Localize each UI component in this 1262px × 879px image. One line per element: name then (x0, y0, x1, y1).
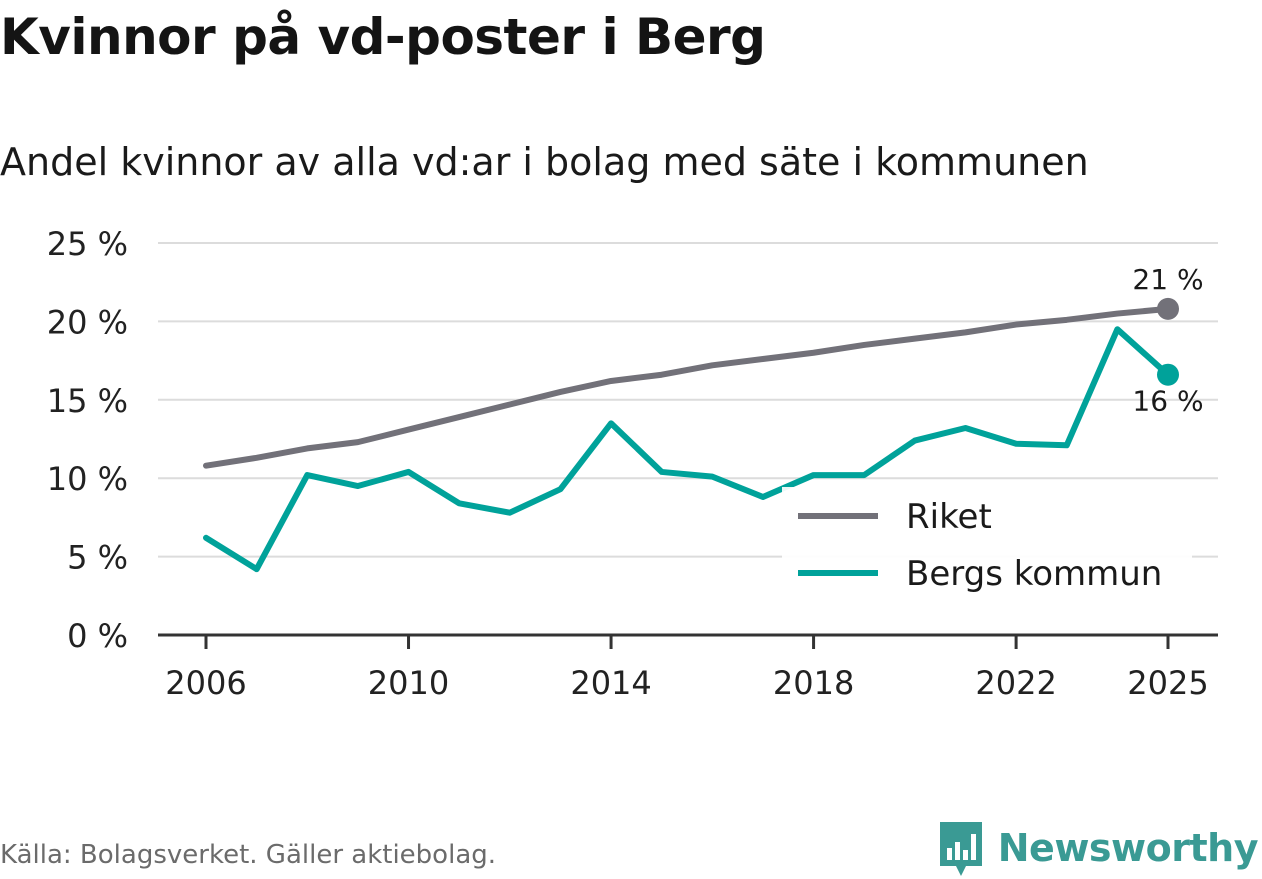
end-label-riket: 21 % (1132, 263, 1203, 296)
legend: Riket Bergs kommun (782, 487, 1192, 605)
series-line-bergs-kommun (203, 326, 1171, 573)
y-tick-label: 20 % (47, 303, 128, 341)
x-tick-label: 2018 (773, 664, 854, 702)
x-tick-label: 2006 (165, 664, 246, 702)
y-tick-label: 0 % (67, 617, 128, 655)
brand-name: Newsworthy (997, 826, 1259, 870)
source-note: Källa: Bolagsverket. Gäller aktiebolag. (0, 840, 497, 870)
series-lines (203, 297, 1179, 573)
axes: 0 % 5 % 10 % 15 % 20 % 25 % 2006 2010 2014 2018 20… (47, 225, 1218, 702)
y-tick-label: 15 % (47, 382, 128, 420)
legend-label: Bergs kommun (906, 554, 1162, 594)
chart-subtitle: Andel kvinnor av alla vd:ar i bolag med … (0, 140, 1089, 184)
y-tick-label: 10 % (47, 460, 128, 498)
x-tick-label: 2025 (1127, 664, 1208, 702)
y-tick-label: 5 % (67, 539, 128, 577)
x-tick-label: 2010 (368, 664, 449, 702)
x-tick-label: 2014 (570, 664, 651, 702)
legend-background (782, 487, 1192, 605)
end-point-riket (1157, 297, 1179, 320)
brand-logo[interactable]: Newsworthy (936, 818, 1259, 878)
y-tick-label: 25 % (47, 225, 128, 263)
chart-title: Kvinnor på vd-poster i Berg (0, 8, 766, 66)
newsworthy-icon (939, 822, 982, 876)
legend-label: Riket (906, 497, 992, 537)
end-labels: 21 % 16 % (1132, 263, 1203, 418)
series-line-riket (203, 305, 1171, 469)
x-tick-label: 2022 (975, 664, 1056, 702)
end-label-bergs-kommun: 16 % (1132, 385, 1203, 418)
end-point-bergs-kommun (1157, 363, 1179, 386)
